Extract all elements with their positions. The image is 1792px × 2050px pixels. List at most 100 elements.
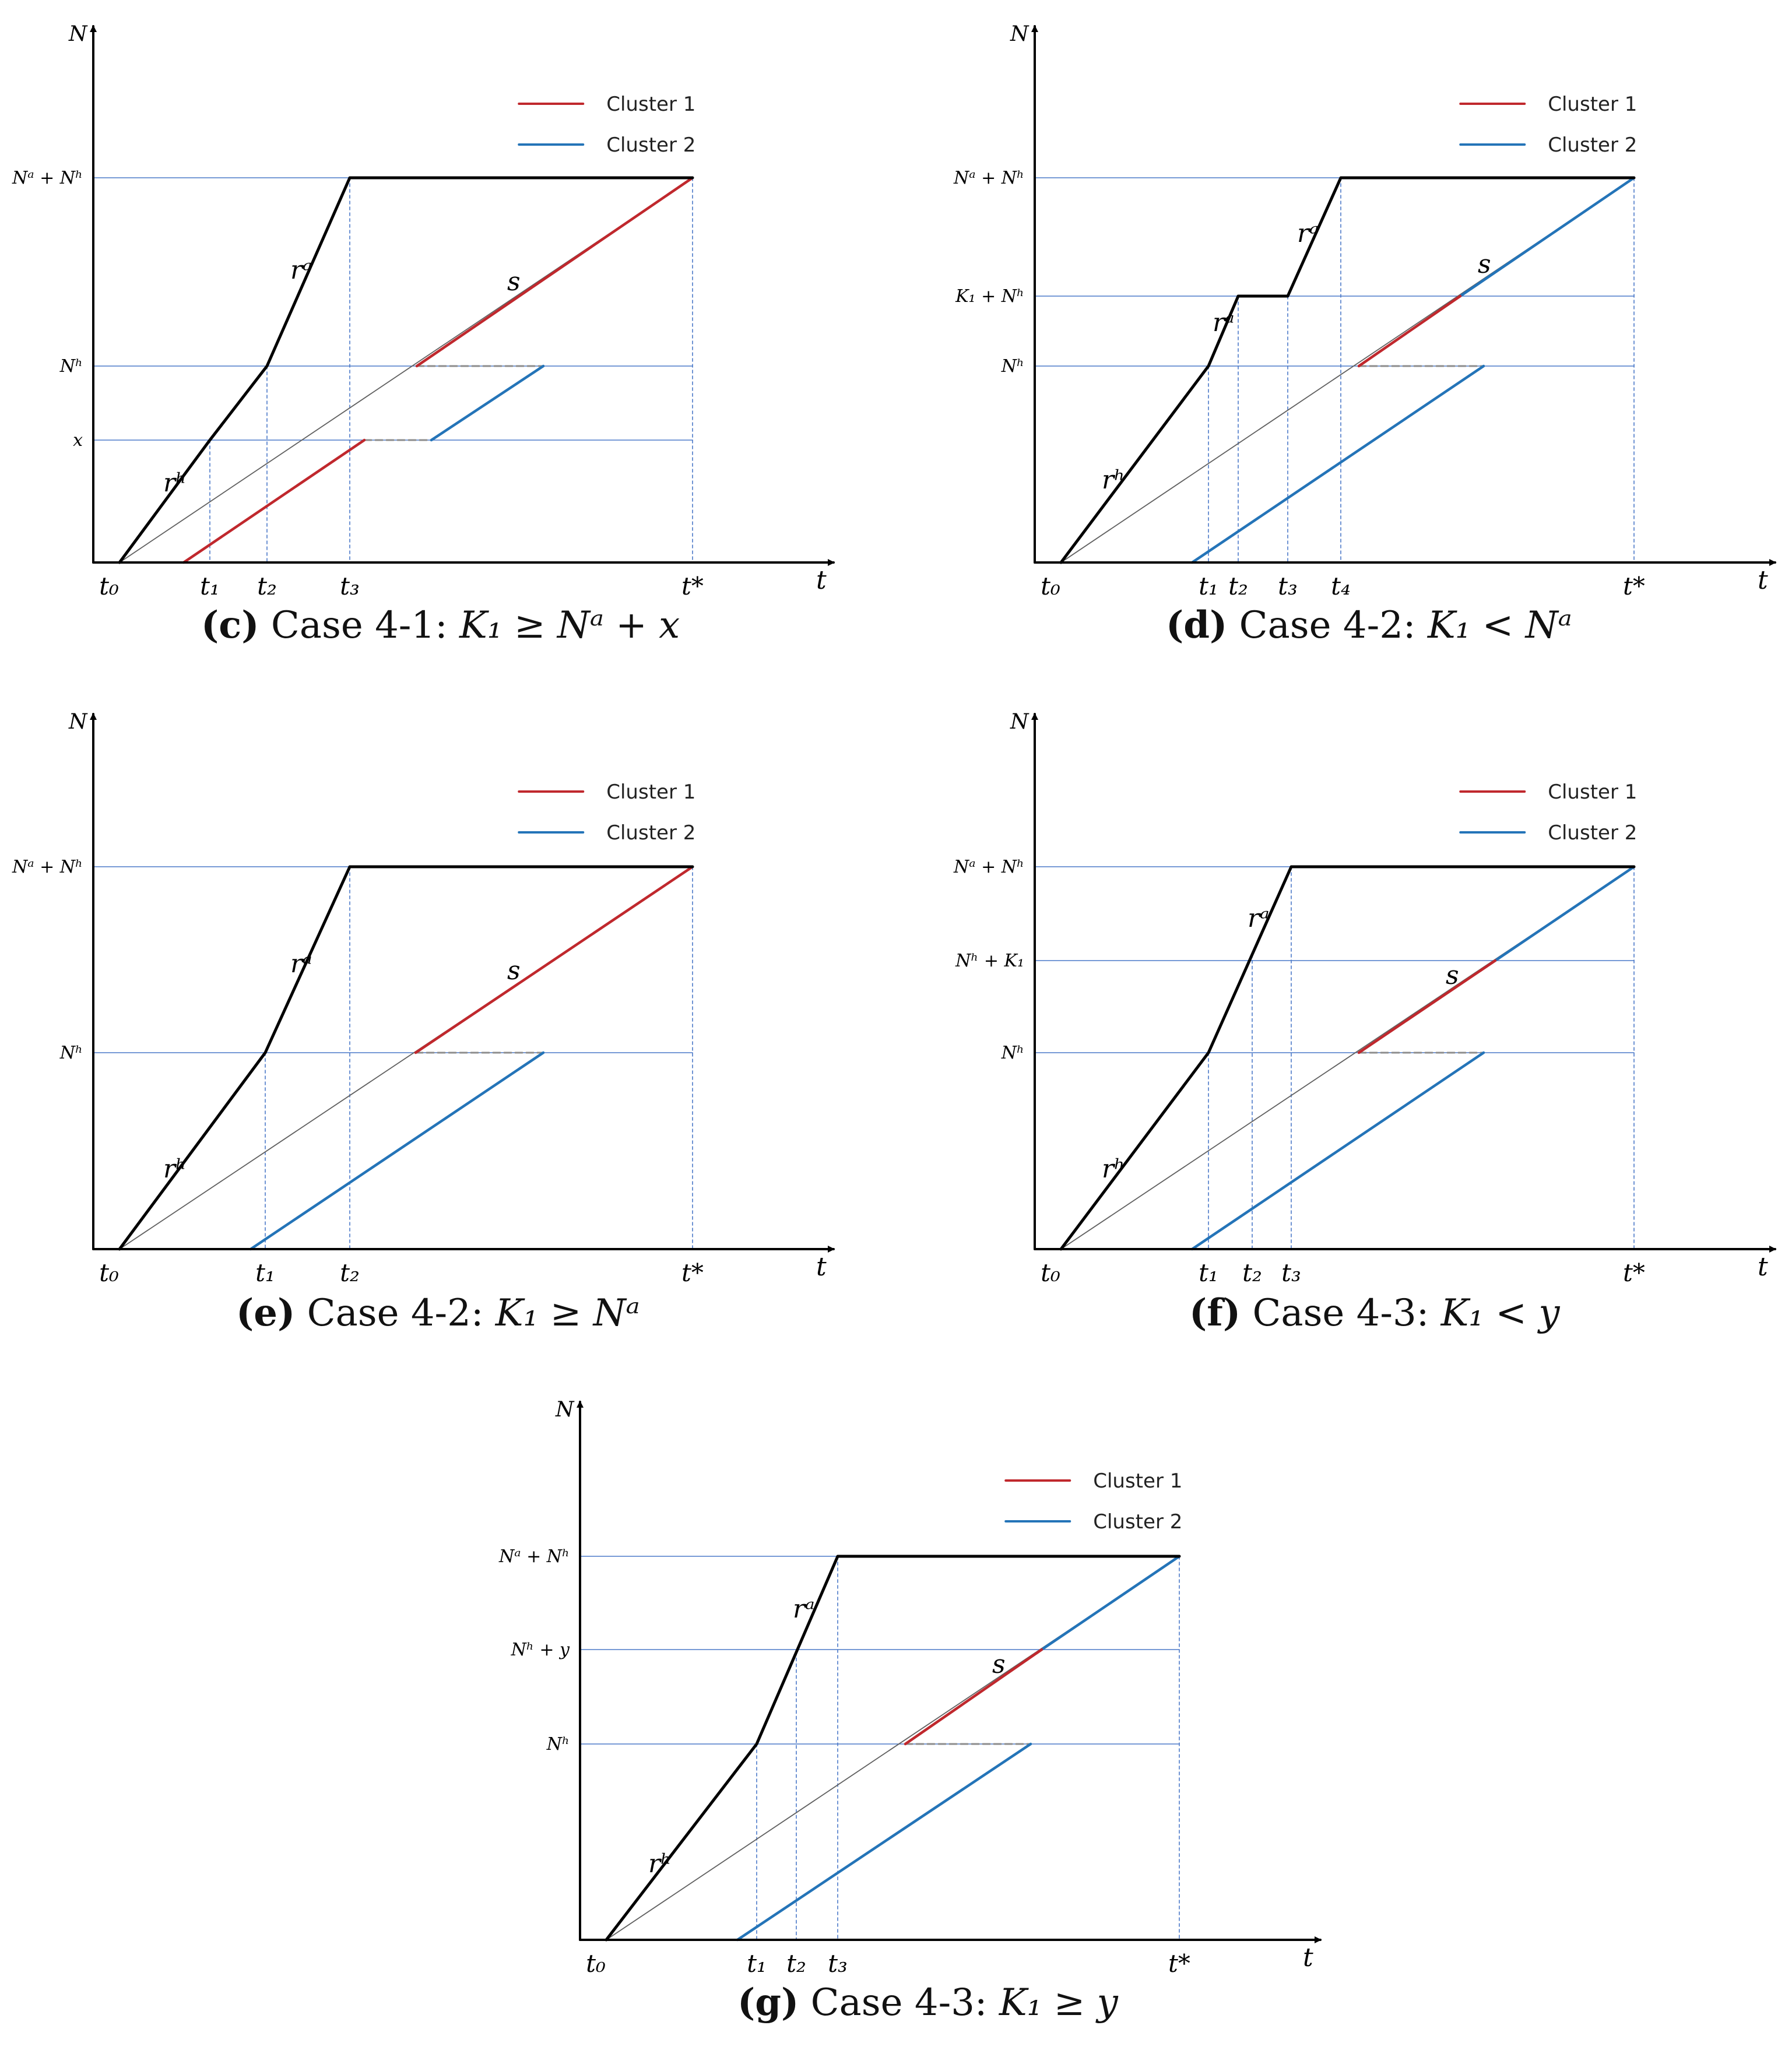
x-tick-label: t₁ xyxy=(747,1949,767,1978)
x-tick-label: t₂ xyxy=(257,572,277,600)
cluster1-segment xyxy=(415,176,694,368)
x-tick-label: t* xyxy=(681,572,704,600)
caption-letter: (g) xyxy=(737,1981,799,2024)
legend-label-cluster2: Cluster 2 xyxy=(1548,821,1637,845)
y-axis-label: N xyxy=(555,1398,575,1422)
cluster1-segment xyxy=(182,438,366,564)
arrival-curve xyxy=(605,1555,1181,1942)
curve-label: s xyxy=(1446,961,1459,990)
arrival-curve xyxy=(118,865,694,1251)
cluster2-segment xyxy=(1190,364,1485,564)
caption-letter: (d) xyxy=(1166,603,1228,647)
curve-label: s xyxy=(992,1650,1006,1679)
y-tick-label: Nʰ xyxy=(1001,356,1024,377)
cluster2-segment xyxy=(1190,1051,1485,1251)
curve-label: s xyxy=(507,956,521,986)
y-tick-label: Nʰ xyxy=(59,1043,83,1063)
legend: Cluster 1 Cluster 2 xyxy=(1004,1469,1182,1534)
x-tick-label: t₁ xyxy=(200,572,220,600)
legend-label-cluster1: Cluster 1 xyxy=(606,780,695,804)
legend-label-cluster1: Cluster 1 xyxy=(606,93,695,116)
x-axis-label: t xyxy=(816,565,827,595)
curve-label: rᵃ xyxy=(1248,903,1270,933)
arrival-curve xyxy=(1059,865,1636,1251)
legend: Cluster 1 Cluster 2 xyxy=(518,93,695,157)
curve-label: s xyxy=(1478,249,1491,279)
caption-text: Case 4-1: xyxy=(259,604,460,647)
cluster2-segment xyxy=(1040,1555,1181,1651)
cluster1-segment xyxy=(904,1648,1043,1746)
caption-math: K₁ < Nᵃ xyxy=(1427,604,1572,647)
caption-letter: (e) xyxy=(236,1291,296,1335)
panel-caption: (e) Case 4-2: K₁ ≥ Nᵃ xyxy=(236,1291,640,1335)
x-axis-label: t xyxy=(816,1252,827,1282)
x-tick-label: t₄ xyxy=(1331,572,1351,600)
arrival-curve xyxy=(118,176,694,564)
y-axis-label: N xyxy=(68,710,88,734)
cluster2-segment xyxy=(1459,176,1636,298)
y-tick-label: Nᵃ + Nʰ xyxy=(953,857,1024,877)
arrival-curve xyxy=(1059,176,1636,564)
y-tick-label: Nᵃ + Nʰ xyxy=(953,168,1024,188)
x-tick-label: t₃ xyxy=(828,1949,848,1978)
x-tick-label: t₂ xyxy=(1228,572,1248,600)
curve-label: rᵃ xyxy=(1297,219,1319,248)
y-axis-label: N xyxy=(68,22,88,46)
y-tick-label: Nᵃ + Nʰ xyxy=(498,1546,570,1567)
x-tick-label: t₁ xyxy=(255,1258,275,1287)
curve-label: s xyxy=(507,267,521,297)
caption-text: Case 4-3: xyxy=(799,1981,999,2024)
caption-math: K₁ ≥ Nᵃ + x xyxy=(459,604,680,647)
panel-f: Nt Nᵃ + Nʰ Nʰ + K₁ Nʰ t₀ t₁ t₂ t₃ t* rᵃ rʰ s Cluster… xyxy=(953,710,1776,1287)
x-axis-label: t xyxy=(1758,565,1768,595)
curve-label: rʰ xyxy=(1102,465,1125,495)
cluster2-segment xyxy=(736,1742,1032,1942)
y-tick-label: Nᵃ + Nʰ xyxy=(12,857,83,877)
y-tick-label: Nʰ + y xyxy=(511,1640,570,1660)
y-tick-label: Nʰ xyxy=(59,356,83,377)
x-tick-label: t₃ xyxy=(1281,1258,1301,1287)
curve-label: rʰ xyxy=(1102,1154,1125,1184)
cluster2-segment xyxy=(430,364,545,442)
curve-label: rʰ xyxy=(648,1849,672,1879)
cluster2-segment xyxy=(249,1051,545,1251)
curve-label: rᵃ xyxy=(1213,308,1235,337)
legend-label-cluster2: Cluster 2 xyxy=(1548,133,1637,157)
curve-label: rʰ xyxy=(163,1154,187,1184)
caption-text: Case 4-3: xyxy=(1241,1292,1441,1335)
caption-letter: (c) xyxy=(201,603,259,647)
x-tick-label: t₃ xyxy=(340,572,360,600)
y-tick-label: Nʰ xyxy=(546,1734,570,1754)
legend: Cluster 1 Cluster 2 xyxy=(1459,780,1637,845)
legend-label-cluster1: Cluster 1 xyxy=(1548,93,1637,116)
cluster2-segment xyxy=(1494,865,1636,962)
cluster1-segment xyxy=(1357,959,1497,1054)
x-tick-label: t₂ xyxy=(1242,1258,1262,1287)
x-tick-label: t* xyxy=(1623,572,1645,600)
legend-label-cluster2: Cluster 2 xyxy=(606,133,695,157)
curve-label: rᵃ xyxy=(793,1594,815,1624)
y-tick-label: K₁ + Nʰ xyxy=(955,286,1024,307)
caption-math: K₁ ≥ y xyxy=(999,1981,1118,2024)
x-tick-label: t₁ xyxy=(1199,1258,1218,1287)
curve-label: rᵃ xyxy=(290,949,312,979)
x-tick-label: t* xyxy=(1168,1949,1190,1978)
caption-text: Case 4-2: xyxy=(1227,604,1428,647)
y-axis-label: N xyxy=(1010,710,1029,734)
x-tick-label: t* xyxy=(1623,1258,1645,1287)
caption-math: K₁ ≥ Nᵃ xyxy=(495,1292,640,1335)
x-axis-label: t xyxy=(1758,1252,1768,1282)
caption-letter: (f) xyxy=(1189,1291,1241,1335)
y-tick-label: Nʰ + K₁ xyxy=(955,951,1024,971)
y-tick-label: Nʰ xyxy=(1001,1043,1024,1063)
panel-caption: (f) Case 4-3: K₁ < y xyxy=(1189,1291,1560,1335)
x-tick-label: t₀ xyxy=(99,1258,119,1287)
legend: Cluster 1 Cluster 2 xyxy=(518,780,695,845)
x-tick-label: t* xyxy=(681,1258,704,1287)
panel-caption: (g) Case 4-3: K₁ ≥ y xyxy=(737,1981,1118,2024)
curve-label: rʰ xyxy=(163,468,187,498)
caption-math: K₁ < y xyxy=(1440,1292,1560,1335)
legend-label-cluster2: Cluster 2 xyxy=(606,821,695,845)
